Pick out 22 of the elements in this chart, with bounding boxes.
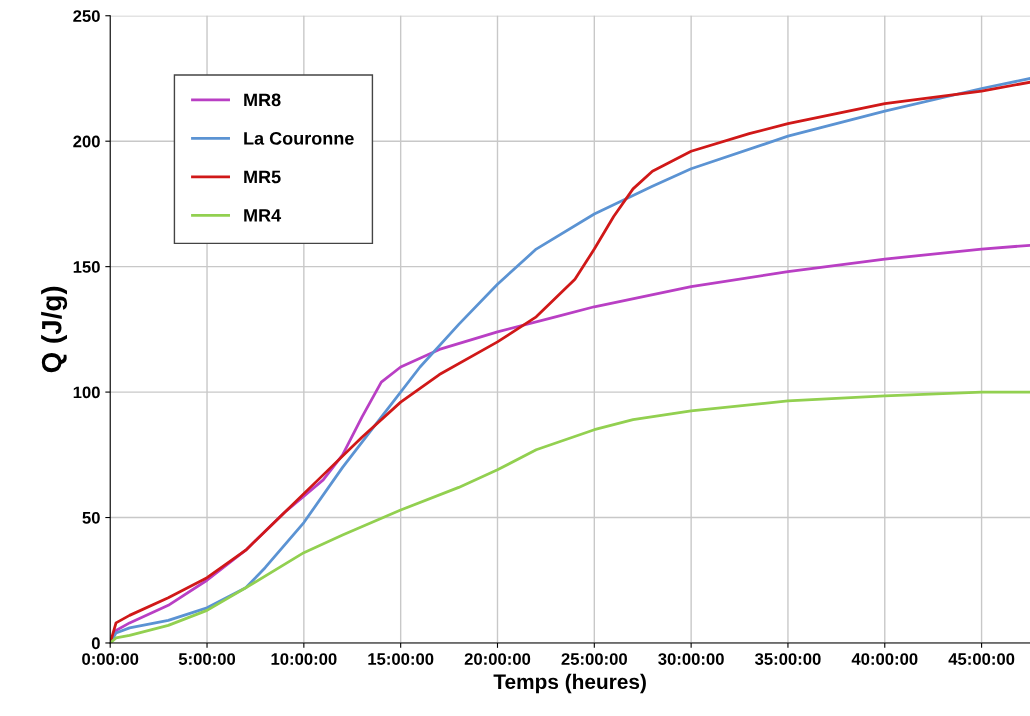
x-axis-title: Temps (heures) <box>493 673 646 694</box>
x-tick-label: 10:00:00 <box>271 653 337 665</box>
x-tick-label: 20:00:00 <box>464 653 531 665</box>
legend-label: MR5 <box>244 170 281 184</box>
x-tick-label: 15:00:00 <box>368 653 434 665</box>
y-tick-label: 150 <box>73 261 100 273</box>
y-tick-label: 250 <box>73 10 100 22</box>
legend-label: MR8 <box>244 93 281 107</box>
legend-label: La Couronne <box>244 131 354 145</box>
y-tick-label: 200 <box>73 135 100 148</box>
x-tick-label: 35:00:00 <box>754 653 821 665</box>
x-tick-label: 40:00:00 <box>851 653 918 665</box>
x-tick-label: 0:00:00 <box>82 653 139 665</box>
x-tick-label: 30:00:00 <box>658 653 724 665</box>
x-tick-label: 5:00:00 <box>178 653 236 665</box>
y-tick-label: 100 <box>73 386 100 399</box>
x-tick-label: 25:00:00 <box>561 653 627 665</box>
legend-label: MR4 <box>244 209 282 222</box>
y-tick-label: 50 <box>82 511 100 524</box>
y-tick-label: 0 <box>91 637 100 650</box>
x-tick-label: 45:00:00 <box>948 653 1015 665</box>
y-axis-title: Q (J/g) <box>41 286 68 373</box>
